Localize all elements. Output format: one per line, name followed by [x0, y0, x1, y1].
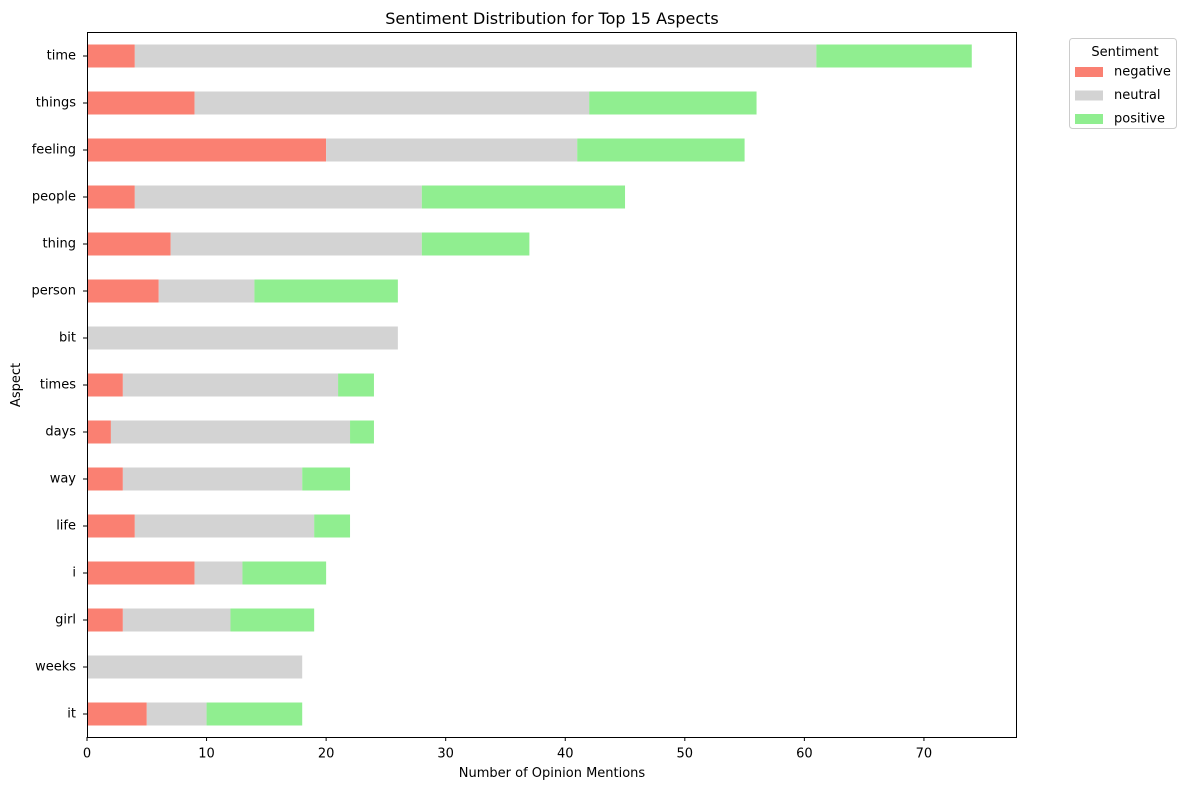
bar-days-negative	[87, 420, 111, 444]
x-tick-label-30: 30	[437, 747, 454, 762]
bar-it-negative	[87, 702, 147, 726]
bar-things-negative	[87, 91, 195, 115]
bar-people-neutral	[134, 185, 422, 209]
y-tick-label-things: things	[36, 96, 76, 111]
bar-times-negative	[87, 373, 123, 397]
bar-girl-positive	[230, 608, 315, 632]
legend-swatch-negative	[1075, 67, 1103, 77]
y-tick-label-days: days	[45, 425, 76, 440]
bar-things-neutral	[194, 91, 590, 115]
x-tick-label-20: 20	[318, 747, 335, 762]
y-tick-label-weeks: weeks	[35, 660, 76, 675]
bar-bit-neutral	[87, 326, 398, 350]
x-tick-label-60: 60	[796, 747, 813, 762]
bar-times-positive	[338, 373, 374, 397]
bar-weeks-neutral	[87, 655, 303, 679]
bar-girl-negative	[87, 608, 123, 632]
bar-time-neutral	[134, 44, 817, 68]
bar-times-neutral	[122, 373, 339, 397]
bar-way-positive	[302, 467, 351, 491]
bar-way-neutral	[122, 467, 303, 491]
legend-label-positive: positive	[1114, 112, 1165, 127]
bar-feeling-neutral	[326, 138, 578, 162]
y-tick-label-bit: bit	[59, 331, 76, 346]
x-axis-ticks: 0 10 20 30 40 50 60 70	[83, 737, 932, 762]
y-tick-label-thing: thing	[43, 237, 76, 252]
legend-label-neutral: neutral	[1114, 88, 1161, 103]
bar-days-neutral	[110, 420, 351, 444]
y-tick-label-time: time	[47, 49, 76, 64]
y-axis-ticks: time things feeling people thing person bit tim…	[31, 49, 87, 722]
legend-swatch-positive	[1075, 114, 1103, 124]
bar-things-positive	[589, 91, 757, 115]
bar-thing-negative	[87, 232, 171, 256]
y-tick-label-times: times	[40, 378, 76, 393]
y-tick-label-way: way	[50, 472, 77, 487]
y-tick-label-girl: girl	[55, 613, 76, 628]
y-tick-label-people: people	[32, 190, 76, 205]
bar-life-positive	[314, 514, 351, 538]
bar-time-positive	[816, 44, 972, 68]
bar-person-neutral	[158, 279, 255, 303]
y-tick-label-i: i	[72, 566, 76, 581]
legend-frame	[1069, 38, 1177, 129]
bar-girl-neutral	[122, 608, 231, 632]
bar-people-negative	[87, 185, 135, 209]
legend-items: negative neutral positive	[1075, 65, 1171, 127]
bar-i-negative	[87, 561, 195, 585]
bar-life-negative	[87, 514, 135, 538]
legend: Sentiment negative neutral positive	[1069, 38, 1177, 129]
y-tick-label-feeling: feeling	[32, 143, 76, 158]
bar-person-positive	[254, 279, 398, 303]
bar-i-positive	[242, 561, 327, 585]
bar-way-negative	[87, 467, 123, 491]
legend-swatch-neutral	[1075, 90, 1103, 101]
legend-label-negative: negative	[1114, 65, 1171, 80]
y-tick-label-person: person	[31, 284, 76, 299]
chart-title: Sentiment Distribution for Top 15 Aspect…	[385, 9, 719, 28]
bars-layer	[87, 44, 972, 726]
bar-thing-neutral	[170, 232, 422, 256]
bar-i-neutral	[194, 561, 243, 585]
bar-it-positive	[206, 702, 303, 726]
plot-frame	[87, 32, 1017, 738]
bar-person-negative	[87, 279, 159, 303]
bar-days-positive	[350, 420, 374, 444]
x-tick-label-0: 0	[83, 747, 91, 762]
bar-it-neutral	[146, 702, 207, 726]
y-tick-label-life: life	[56, 519, 76, 534]
y-axis-label: Aspect	[9, 363, 24, 407]
bar-thing-positive	[421, 232, 530, 256]
y-tick-label-it: it	[67, 707, 76, 722]
legend-title: Sentiment	[1091, 45, 1158, 60]
bar-people-positive	[421, 185, 626, 209]
x-tick-label-40: 40	[557, 747, 574, 762]
x-axis-label: Number of Opinion Mentions	[459, 766, 646, 781]
bar-feeling-positive	[577, 138, 745, 162]
bar-life-neutral	[134, 514, 315, 538]
bar-time-negative	[87, 44, 135, 68]
x-tick-label-10: 10	[198, 747, 215, 762]
x-tick-label-70: 70	[916, 747, 933, 762]
bar-feeling-negative	[87, 138, 327, 162]
x-tick-label-50: 50	[677, 747, 694, 762]
